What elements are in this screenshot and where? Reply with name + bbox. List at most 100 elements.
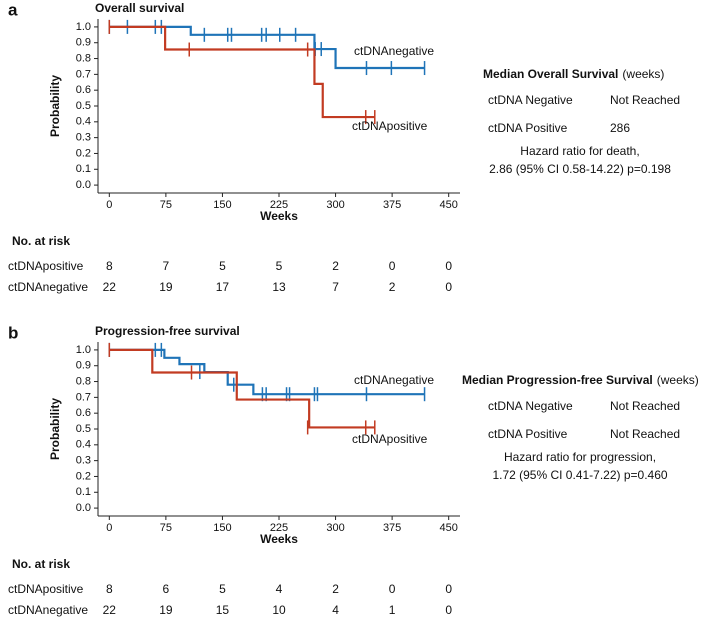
- y-tick-label: 0.6: [76, 84, 91, 96]
- curve-label: ctDNApositive: [352, 119, 428, 133]
- x-tick-label: 75: [160, 522, 172, 534]
- x-tick-label: 225: [270, 199, 288, 211]
- y-tick-label: 0.8: [76, 375, 91, 387]
- y-tick-label: 0.8: [76, 52, 91, 64]
- y-tick-label: 0.1: [76, 163, 91, 175]
- x-tick-label: 150: [213, 199, 231, 211]
- summary-note: Hazard ratio for death,: [520, 144, 639, 158]
- risk-count: 0: [389, 259, 396, 273]
- risk-count: 0: [445, 603, 452, 617]
- x-tick-label: 300: [326, 199, 344, 211]
- y-tick-label: 0.4: [76, 439, 91, 451]
- survival-curve: [109, 25, 375, 119]
- risk-count: 2: [332, 582, 339, 596]
- risk-row-label: ctDNApositive: [8, 582, 84, 596]
- summary-value: Not Reached: [610, 427, 680, 441]
- risk-count: 7: [332, 280, 339, 294]
- risk-count: 2: [332, 259, 339, 273]
- chart-title: Progression-free survival: [95, 324, 240, 338]
- risk-count: 5: [219, 259, 226, 273]
- x-tick-label: 450: [440, 199, 458, 211]
- risk-count: 6: [163, 582, 170, 596]
- risk-count: 0: [445, 259, 452, 273]
- y-tick-label: 1.0: [76, 344, 91, 356]
- chart-title: Overall survival: [95, 1, 184, 15]
- risk-count: 5: [276, 259, 283, 273]
- summary-unit: (weeks): [657, 373, 699, 387]
- curve-label: ctDNApositive: [352, 432, 428, 446]
- summary-note: 2.86 (95% CI 0.58-14.22) p=0.198: [489, 162, 671, 176]
- y-tick-label: 0.7: [76, 68, 91, 80]
- summary-note: 1.72 (95% CI 0.41-7.22) p=0.460: [492, 468, 667, 482]
- risk-count: 0: [445, 582, 452, 596]
- panel-letter: a: [8, 0, 18, 19]
- risk-count: 10: [272, 603, 286, 617]
- risk-count: 8: [106, 259, 113, 273]
- risk-count: 8: [106, 582, 113, 596]
- risk-count: 19: [159, 280, 173, 294]
- y-tick-label: 0.9: [76, 360, 91, 372]
- survival-curve: [109, 348, 375, 429]
- risk-count: 4: [276, 582, 283, 596]
- y-tick-label: 0.4: [76, 116, 91, 128]
- y-tick-label: 0.1: [76, 486, 91, 498]
- x-tick-label: 450: [440, 522, 458, 534]
- summary-value: 286: [610, 121, 630, 135]
- y-tick-label: 0.7: [76, 391, 91, 403]
- risk-count: 22: [103, 280, 117, 294]
- summary-label: ctDNA Positive: [488, 427, 568, 441]
- risk-count: 5: [219, 582, 226, 596]
- y-tick-label: 0.0: [76, 179, 91, 191]
- summary-unit: (weeks): [622, 67, 664, 81]
- risk-count: 13: [272, 280, 286, 294]
- risk-count: 15: [216, 603, 230, 617]
- risk-count: 0: [445, 280, 452, 294]
- survival-curve: [109, 348, 425, 396]
- y-tick-label: 0.5: [76, 423, 91, 435]
- risk-count: 19: [159, 603, 173, 617]
- y-tick-label: 0.9: [76, 37, 91, 49]
- summary-label: ctDNA Negative: [488, 93, 573, 107]
- x-tick-label: 300: [326, 522, 344, 534]
- x-tick-label: 0: [106, 199, 112, 211]
- summary-label: ctDNA Negative: [488, 399, 573, 413]
- summary-label: ctDNA Positive: [488, 121, 568, 135]
- risk-count: 7: [163, 259, 170, 273]
- x-tick-label: 75: [160, 199, 172, 211]
- summary-note: Hazard ratio for progression,: [504, 450, 656, 464]
- x-tick-label: 0: [106, 522, 112, 534]
- curve-label: ctDNAnegative: [354, 44, 434, 58]
- survival-curve: [109, 25, 425, 70]
- y-tick-label: 0.3: [76, 455, 91, 467]
- y-axis-label: Probability: [48, 398, 62, 460]
- risk-count: 17: [216, 280, 230, 294]
- risk-row-label: ctDNAnegative: [8, 280, 88, 294]
- y-tick-label: 1.0: [76, 21, 91, 33]
- risk-count: 1: [389, 603, 396, 617]
- risk-count: 0: [389, 582, 396, 596]
- summary-title: Median Progression-free Survival: [462, 373, 653, 387]
- summary-value: Not Reached: [610, 399, 680, 413]
- x-axis-label: Weeks: [260, 209, 298, 223]
- y-tick-label: 0.5: [76, 100, 91, 112]
- y-tick-label: 0.3: [76, 132, 91, 144]
- risk-count: 2: [389, 280, 396, 294]
- x-tick-label: 225: [270, 522, 288, 534]
- y-tick-label: 0.0: [76, 502, 91, 514]
- summary-title: Median Overall Survival: [483, 67, 618, 81]
- y-tick-label: 0.2: [76, 470, 91, 482]
- x-axis-label: Weeks: [260, 532, 298, 546]
- x-tick-label: 375: [383, 522, 401, 534]
- panel-letter: b: [8, 323, 18, 342]
- risk-row-label: ctDNApositive: [8, 259, 84, 273]
- risk-count: 4: [332, 603, 339, 617]
- risk-table-title: No. at risk: [12, 234, 70, 248]
- x-tick-label: 150: [213, 522, 231, 534]
- y-tick-label: 0.6: [76, 407, 91, 419]
- risk-row-label: ctDNAnegative: [8, 603, 88, 617]
- y-axis-label: Probability: [48, 75, 62, 137]
- risk-count: 22: [103, 603, 117, 617]
- curve-label: ctDNAnegative: [354, 373, 434, 387]
- y-tick-label: 0.2: [76, 147, 91, 159]
